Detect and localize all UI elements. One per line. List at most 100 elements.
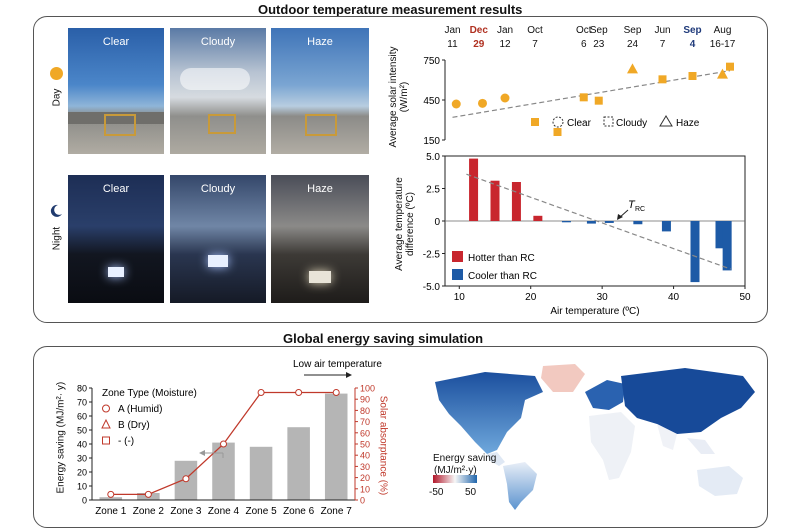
- energy-ytick-label-80: 80: [77, 384, 87, 394]
- top-panel: [33, 16, 768, 323]
- zone-legend-label-0: A (Humid): [118, 404, 162, 415]
- diff-ytick-label-0: 5.0: [426, 152, 440, 163]
- diff-xtick-label-50: 50: [739, 292, 751, 303]
- map-colorbar: [433, 475, 477, 483]
- date-month-6: Sep: [624, 25, 642, 36]
- left-arrow-head: [199, 450, 205, 456]
- row-label-night: Night: [51, 226, 63, 251]
- map-legend-title: Energy saving: [433, 453, 497, 464]
- date-month-2: Jan: [497, 25, 513, 36]
- solar-point-7: [627, 63, 638, 74]
- absorptance-point-1: [144, 490, 152, 498]
- zone-legend-marker-none: [102, 436, 110, 445]
- solar-point-11: [726, 62, 734, 71]
- energy-xtick-label-5: Zone 6: [283, 506, 315, 517]
- absorptance-ytick-label-90: 90: [360, 395, 370, 405]
- energy-bar-5: [287, 427, 310, 500]
- absorptance-point-5: [295, 388, 303, 396]
- diff-ytick-label-3: -2.5: [423, 250, 441, 261]
- map-asia: [621, 368, 755, 434]
- diff-ytick-label-4: -5.0: [423, 282, 441, 293]
- energy-ytick-label-30: 30: [77, 454, 87, 464]
- diff-xlabel: Air temperature (ºC): [550, 306, 639, 317]
- diff-bar-7: [633, 221, 643, 225]
- diff-bar-11: [722, 221, 732, 271]
- legend-clear-marker: [552, 116, 564, 128]
- diff-bar-10: [715, 221, 725, 249]
- absorptance-ytick-label-70: 70: [360, 417, 370, 427]
- solar-point-6: [594, 96, 603, 105]
- energy-bar-0: [99, 497, 123, 500]
- photo-night-cloudy: Cloudy: [170, 175, 266, 303]
- diff-xtick-label-10: 10: [454, 292, 466, 303]
- map-greenland: [541, 364, 585, 392]
- photo-night-haze: Haze: [271, 175, 369, 303]
- top-section-title: Outdoor temperature measurement results: [258, 2, 523, 17]
- solar-ytick-label-750: 750: [423, 56, 440, 67]
- trc-subscript: RC: [635, 206, 645, 213]
- map-legend-unit: (MJ/m²·y): [434, 465, 477, 476]
- zone-legend-label-2: - (-): [118, 436, 134, 447]
- date-day-5: 23: [593, 39, 605, 50]
- energy-bar-3: [212, 442, 235, 500]
- legend-haze-marker: [659, 115, 673, 127]
- solar-point-10: [717, 68, 728, 79]
- energy-ytick-label-50: 50: [77, 426, 87, 436]
- photo-day-haze: Haze: [271, 28, 369, 154]
- low-temp-arrow-head: [346, 372, 352, 378]
- absorptance-ytick-label-30: 30: [360, 462, 370, 472]
- absorptance-ytick-label-100: 100: [360, 384, 375, 394]
- energy-ytick-label-10: 10: [77, 482, 87, 492]
- diff-bar-8: [661, 221, 671, 232]
- map-south-america: [503, 462, 537, 510]
- energy-ytick-label-0: 0: [82, 496, 87, 506]
- date-day-9: 16-17: [710, 39, 736, 50]
- diff-bar-5: [586, 221, 596, 224]
- legend-clear-label: Clear: [567, 118, 592, 129]
- energy-xtick-label-2: Zone 3: [170, 506, 202, 517]
- diff-legend-label-0: Hotter than RC: [468, 253, 535, 264]
- energy-xtick-label-0: Zone 1: [95, 506, 127, 517]
- diff-trend-line: [466, 173, 731, 270]
- date-month-3: Oct: [527, 25, 543, 36]
- absorptance-ytick-label-60: 60: [360, 428, 370, 438]
- date-month-5: Sep: [590, 25, 608, 36]
- date-day-1: 29: [473, 39, 485, 50]
- diff-bar-4: [561, 221, 571, 223]
- diff-bar-9: [690, 221, 700, 283]
- map-australia: [697, 466, 743, 496]
- date-month-8: Sep: [683, 25, 701, 36]
- map-africa: [589, 412, 635, 480]
- temperature-difference-chart: 5.0 2.5 0 -2.5 -5.0 10 20 30 40 50 Air temperature…: [423, 152, 751, 317]
- photo-night-clear: Clear: [68, 175, 164, 303]
- zone-legend-marker-b: [101, 418, 111, 429]
- diff-xtick-label-30: 30: [597, 292, 609, 303]
- solar-point-1: [478, 98, 487, 108]
- trc-arrow-head: [617, 214, 623, 220]
- date-day-0: 11: [447, 39, 458, 50]
- diff-legend-swatch-1: [452, 269, 463, 280]
- energy-ytick-label-70: 70: [77, 398, 87, 408]
- solar-trend-line: [452, 70, 731, 118]
- absorptance-point-6: [332, 388, 340, 396]
- map-south-asia: [657, 424, 677, 450]
- absorptance-point-3: [220, 440, 227, 448]
- solar-point-4: [553, 128, 562, 136]
- solar-point-2: [500, 93, 510, 103]
- date-month-7: Jun: [654, 25, 670, 36]
- date-day-6: 24: [627, 39, 639, 50]
- solar-point-0: [451, 99, 461, 109]
- legend-haze-label: Haze: [676, 118, 700, 129]
- solar-intensity-chart: Jan11Dec29Jan12Oct7Oct6Sep23Sep24Jun7Sep…: [423, 25, 736, 147]
- absorptance-ytick-label-50: 50: [360, 440, 370, 450]
- zone-legend-marker-a: [102, 404, 110, 413]
- legend-cloudy-label: Cloudy: [616, 118, 647, 129]
- energy-ytick-label-20: 20: [77, 468, 87, 478]
- energy-ytick-label-40: 40: [77, 440, 87, 450]
- solar-point-5: [579, 93, 588, 102]
- absorptance-ytick-label-10: 10: [360, 484, 370, 494]
- date-month-9: Aug: [714, 25, 732, 36]
- solar-point-9: [688, 72, 697, 80]
- energy-xtick-label-3: Zone 4: [208, 506, 240, 517]
- diff-ytick-label-1: 2.5: [426, 185, 440, 196]
